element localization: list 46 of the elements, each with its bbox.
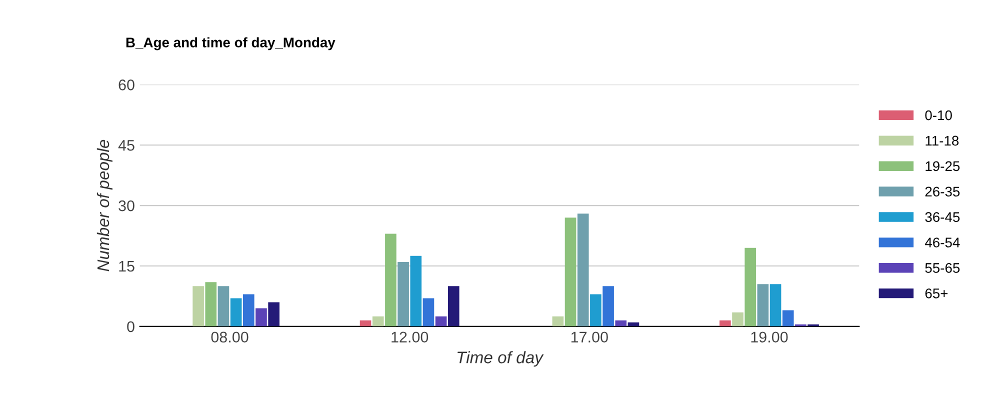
bar [372, 316, 384, 326]
y-tick-label: 30 [118, 200, 134, 212]
bar [757, 284, 769, 326]
x-tick-label: 08.00 [211, 332, 248, 343]
bar [242, 294, 254, 326]
bar [770, 284, 782, 326]
bar [744, 248, 756, 326]
bar [398, 262, 409, 326]
y-tick-label: 15 [119, 261, 134, 272]
y-axis-title: Number of people [96, 140, 112, 272]
bar [448, 286, 460, 326]
bar [590, 294, 602, 326]
legend-label: 19-25 [926, 161, 960, 172]
bar [577, 214, 589, 326]
y-tick-label: 45 [118, 140, 134, 151]
bar [732, 312, 744, 326]
x-tick-label: 17.00 [571, 332, 608, 343]
bar [782, 310, 794, 326]
bar [422, 298, 434, 326]
bar [192, 286, 204, 326]
legend-label: 46-54 [924, 238, 960, 248]
x-tick-label: 12.00 [392, 332, 428, 343]
y-tick-label: 60 [118, 80, 134, 90]
bar [615, 320, 627, 326]
bar [385, 234, 396, 326]
bar [602, 286, 614, 326]
bar [230, 298, 242, 326]
legend-label: 0-10 [925, 110, 952, 120]
legend-label: 36-45 [925, 212, 960, 222]
bar [256, 308, 267, 326]
legend-label: 11-18 [926, 136, 959, 146]
bar [410, 256, 422, 326]
x-axis-title: Time of day [458, 351, 544, 367]
bar [435, 316, 447, 326]
bar [720, 320, 731, 326]
legend-label: 65+ [925, 288, 948, 298]
bar [205, 282, 217, 326]
y-tick-label: 0 [127, 321, 134, 332]
chart-title: B_Age and time of day_Monday [126, 37, 336, 50]
legend-label: 55-65 [925, 263, 960, 273]
bar [564, 218, 576, 326]
bar [268, 302, 280, 326]
x-tick-label: 19.00 [751, 332, 788, 343]
bar [218, 286, 230, 326]
bar [552, 316, 564, 326]
legend-label: 26-35 [925, 186, 960, 197]
